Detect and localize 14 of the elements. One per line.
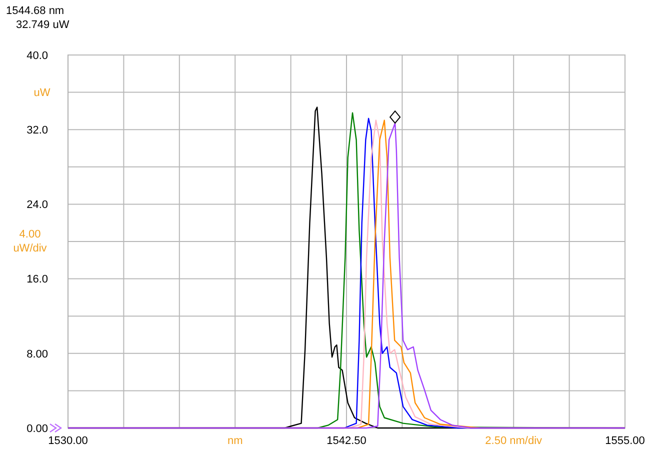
text: 2.50 nm/div [485,435,543,447]
y-tick-label: 40.0 [26,50,48,62]
y-tick-label: 16.0 [26,274,48,286]
x-tick-label: 1542.50 [326,435,366,447]
x-tick-label: 1555.00 [605,435,645,447]
y-tick-label: 0.00 [26,422,48,435]
text: 1544.68 nm 32.749 uW [6,5,70,31]
y-axis-title: uW [34,87,51,100]
x-axis-title: nm [227,435,243,447]
y-tick-label: 24.0 [26,199,48,212]
x-tick-label: 1530.00 [48,435,88,447]
text: 4.00 uW/div [13,228,48,254]
y-tick-label: 32.0 [26,124,48,136]
y-tick-label: 8.00 [26,348,48,360]
